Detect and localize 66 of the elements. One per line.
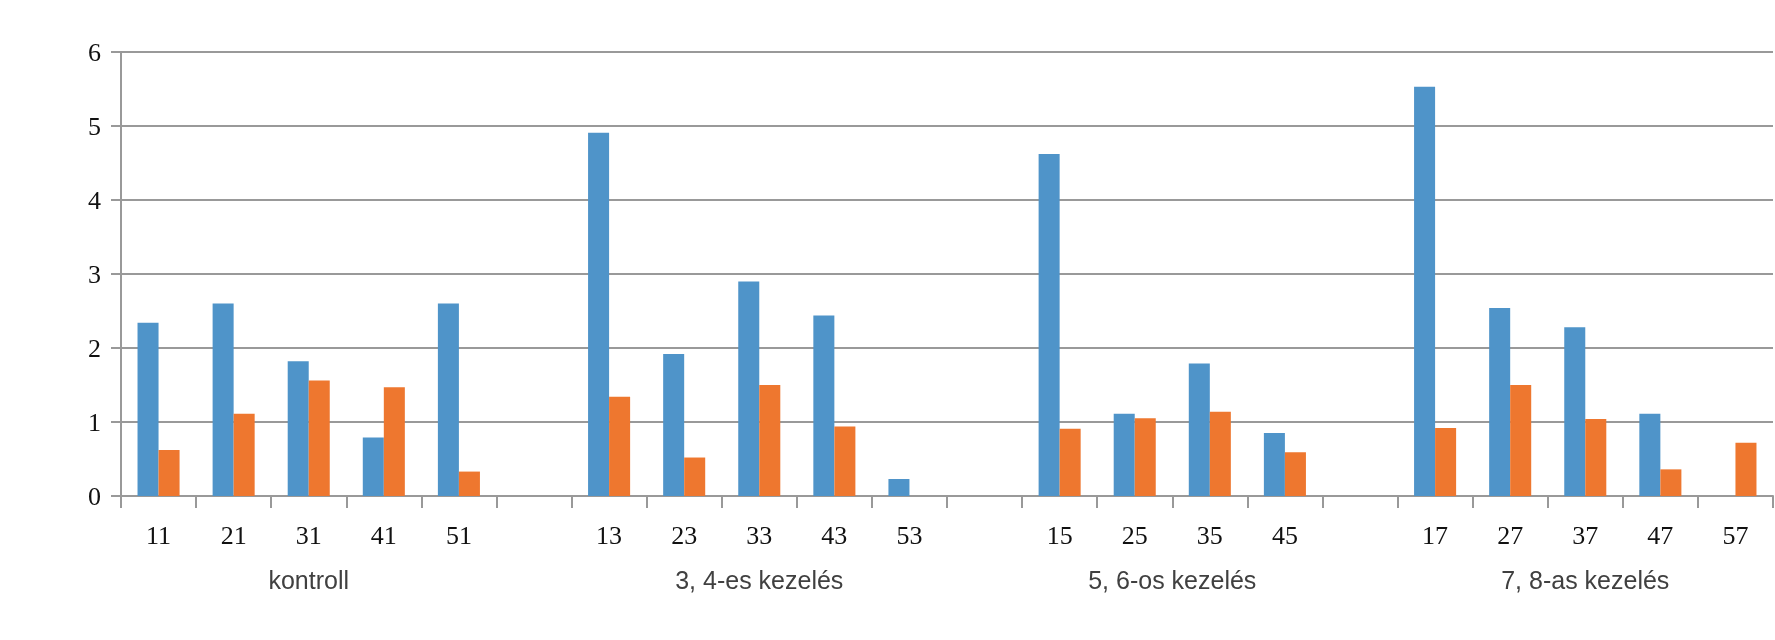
bar	[1510, 385, 1532, 496]
bar	[663, 353, 685, 496]
bar	[212, 303, 234, 496]
bar	[287, 361, 309, 496]
bar	[1639, 413, 1661, 496]
bar	[458, 471, 480, 496]
text: 3, 4-es kezelés	[675, 566, 844, 594]
x-tick-label: 21	[220, 520, 247, 550]
bar	[813, 315, 835, 496]
text: kontroll	[268, 566, 350, 594]
bar	[1059, 428, 1081, 496]
bar	[888, 478, 910, 496]
bar	[1209, 411, 1231, 496]
x-tick-label: 33	[746, 520, 773, 550]
x-tick-label: 43	[821, 520, 848, 550]
bar	[1038, 154, 1060, 496]
bar	[1188, 363, 1210, 496]
x-tick-label: 23	[671, 520, 698, 550]
bar	[1284, 452, 1306, 496]
bar	[759, 385, 781, 496]
bar	[1113, 413, 1135, 496]
text: 7, 8-as kezelés	[1501, 566, 1670, 594]
bar	[684, 457, 706, 496]
x-tick-label: 25	[1121, 520, 1148, 550]
x-tick-label: 51	[445, 520, 472, 550]
x-tick-label: 27	[1497, 520, 1524, 550]
bar	[1134, 418, 1156, 496]
bar	[158, 450, 180, 496]
bar	[1564, 327, 1586, 496]
x-tick-label: 45	[1271, 520, 1298, 550]
y-tick-label: 0	[88, 481, 101, 511]
bar	[1489, 308, 1511, 496]
y-tick-label: 4	[88, 185, 101, 215]
bar	[738, 281, 760, 496]
bar	[233, 413, 255, 496]
x-tick-label: 57	[1722, 520, 1749, 550]
text: 5, 6-os kezelés	[1088, 566, 1257, 594]
x-tick-label: 11	[146, 520, 172, 550]
bar	[362, 437, 384, 496]
x-tick-label: 47	[1647, 520, 1674, 550]
bar	[1263, 433, 1285, 496]
y-tick-label: 5	[88, 111, 101, 141]
x-tick-label: 53	[896, 520, 923, 550]
bar	[834, 426, 856, 496]
x-tick-label: 37	[1572, 520, 1599, 550]
x-tick-label: 13	[596, 520, 623, 550]
y-tick-label: 6	[88, 37, 101, 67]
bar	[1435, 427, 1457, 496]
bar	[1414, 86, 1436, 496]
y-tick-label: 1	[88, 407, 101, 437]
bar	[137, 322, 159, 496]
x-tick-label: 15	[1046, 520, 1073, 550]
x-tick-label: 35	[1196, 520, 1223, 550]
bar	[1735, 442, 1757, 496]
bar	[1660, 469, 1682, 496]
bar	[383, 387, 405, 496]
bar	[308, 380, 330, 496]
x-tick-label: 31	[295, 520, 322, 550]
x-tick-label: 41	[370, 520, 397, 550]
bar	[1585, 419, 1607, 496]
y-tick-label: 2	[88, 333, 101, 363]
bar	[609, 396, 631, 496]
y-tick-label: 3	[88, 259, 101, 289]
bar	[588, 132, 610, 496]
bar	[437, 303, 459, 496]
x-tick-label: 17	[1422, 520, 1449, 550]
